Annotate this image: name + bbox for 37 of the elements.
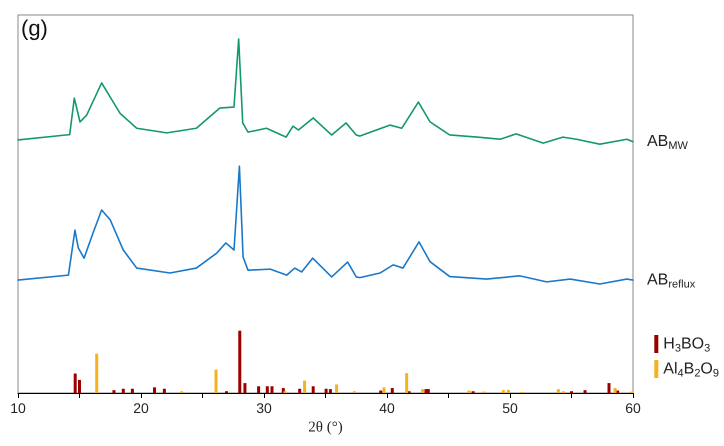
bar <box>608 383 611 393</box>
bar <box>238 330 242 393</box>
bar <box>614 388 617 393</box>
bar <box>335 384 338 393</box>
bar <box>324 388 328 393</box>
bar <box>74 374 77 393</box>
bar <box>153 387 156 393</box>
bar <box>95 354 98 393</box>
bar <box>130 388 134 393</box>
annotation: (g) <box>21 16 48 40</box>
x-tick-label: 10 <box>10 400 26 416</box>
bar <box>298 388 302 393</box>
bar <box>243 383 246 393</box>
bar <box>502 390 505 393</box>
x-tick-label: 60 <box>625 400 641 416</box>
x-tick-label: 50 <box>502 400 518 416</box>
bar <box>584 390 587 393</box>
x-tick-label: 20 <box>133 400 149 416</box>
bar <box>390 388 394 393</box>
bar <box>162 388 166 393</box>
x-tick-label: 30 <box>256 400 272 416</box>
x-axis-title: 2θ (°) <box>308 420 343 436</box>
bar <box>421 389 424 393</box>
bar <box>112 390 116 393</box>
bar <box>426 389 430 393</box>
bar <box>303 380 306 393</box>
bar <box>122 388 125 393</box>
bar <box>270 386 274 393</box>
bar <box>328 389 332 393</box>
bar <box>506 390 510 393</box>
bar <box>312 386 315 393</box>
bar <box>382 387 386 393</box>
bar <box>556 389 560 393</box>
bar <box>405 373 408 393</box>
bar <box>214 370 218 393</box>
bar <box>257 386 260 393</box>
x-tick-label: 40 <box>379 400 395 416</box>
